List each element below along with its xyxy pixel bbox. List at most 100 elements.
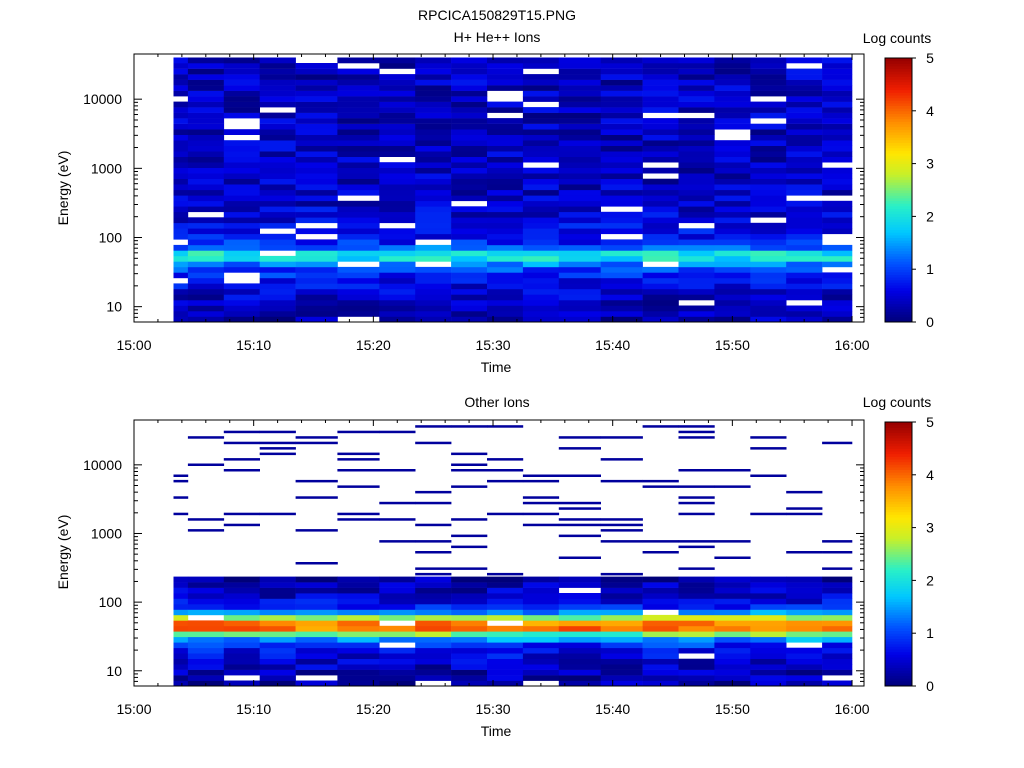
heatmap-cell	[187, 167, 225, 174]
heatmap-cell	[487, 101, 524, 108]
heatmap-cell	[750, 300, 787, 306]
heatmap-cell	[600, 173, 643, 179]
colorbar-step	[885, 643, 912, 647]
colorbar-step	[885, 213, 912, 217]
heatmap-cell	[600, 593, 643, 599]
heatmap-cell	[379, 598, 416, 605]
heatmap-cell	[379, 101, 416, 108]
heatmap-cell	[522, 277, 560, 284]
heatmap-cell	[415, 255, 452, 262]
heatmap-cell	[337, 272, 380, 279]
heatmap-cell	[786, 261, 823, 268]
heatmap-cell	[558, 507, 601, 510]
heatmap-cell	[259, 593, 296, 599]
heatmap-cell	[822, 206, 853, 213]
heatmap-cell	[600, 436, 643, 439]
heatmap-cell	[522, 200, 560, 207]
heatmap-cell	[295, 647, 338, 654]
heatmap-cell	[451, 469, 488, 472]
heatmap-cell	[822, 636, 853, 643]
heatmap-cell	[187, 518, 225, 521]
heatmap-cell	[415, 90, 452, 97]
heatmap-cell	[379, 255, 416, 262]
plot-frame	[133, 53, 865, 323]
heatmap-cell	[786, 311, 823, 317]
colorbar-step	[885, 163, 912, 167]
colorbar-step	[885, 572, 912, 576]
heatmap-cell	[451, 85, 488, 91]
panel-title: H+ He++ Ions	[454, 29, 541, 45]
colorbar-step	[885, 429, 912, 434]
colorbar-tick-label: 4	[926, 467, 934, 483]
heatmap-cell	[786, 658, 823, 665]
heatmap-cell	[487, 593, 524, 599]
heatmap-cell	[223, 107, 260, 113]
heatmap-cell	[822, 156, 853, 163]
heatmap-cell	[173, 658, 189, 665]
heatmap-cell	[337, 233, 380, 240]
colorbar-step	[885, 540, 912, 544]
heatmap-cell	[786, 184, 823, 191]
heatmap-cell	[187, 250, 225, 257]
heatmap-cell	[259, 582, 296, 588]
heatmap-cell	[522, 79, 560, 86]
heatmap-cell	[522, 272, 560, 279]
heatmap-cell	[678, 620, 715, 627]
heatmap-cell	[451, 74, 488, 80]
colorbar-step	[885, 319, 912, 323]
heatmap-cell	[678, 211, 715, 218]
heatmap-cell	[295, 631, 338, 638]
heatmap-cell	[223, 288, 260, 295]
heatmap-cell	[187, 74, 225, 80]
heatmap-cell	[337, 250, 380, 257]
heatmap-cell	[295, 90, 338, 97]
heatmap-cell	[259, 576, 296, 583]
heatmap-cell	[642, 129, 679, 135]
heatmap-cell	[522, 255, 560, 262]
heatmap-cell	[379, 300, 416, 306]
heatmap-cell	[415, 572, 452, 576]
heatmap-cell	[173, 200, 189, 207]
heatmap-cell	[259, 675, 296, 681]
heatmap-cell	[295, 593, 338, 599]
heatmap-cell	[642, 593, 679, 599]
panel-other-ions: Other Ions Log counts Time Energy (eV) 1…	[55, 394, 934, 739]
heatmap-cell	[187, 195, 225, 202]
heatmap-cell	[295, 582, 338, 588]
heatmap-cell	[295, 255, 338, 262]
colorbar-step	[885, 118, 912, 122]
heatmap-cell	[822, 178, 853, 185]
heatmap-cell	[558, 294, 601, 301]
colorbar-step	[885, 153, 912, 157]
heatmap-cell	[173, 587, 189, 594]
colorbar-tick-label: 5	[926, 414, 934, 430]
heatmap-cell	[822, 184, 853, 191]
heatmap-cell	[678, 545, 715, 549]
heatmap-cell	[822, 140, 853, 146]
heatmap-cell	[558, 156, 601, 163]
heatmap-cell	[822, 244, 853, 251]
heatmap-cell	[678, 266, 715, 273]
heatmap-cell	[295, 63, 338, 69]
colorbar-step	[885, 314, 912, 318]
heatmap-cell	[786, 669, 823, 676]
heatmap-cell	[522, 636, 560, 643]
heatmap-cell	[173, 305, 189, 312]
heatmap-cell	[522, 598, 560, 605]
heatmap-cell	[558, 101, 601, 108]
colorbar-step	[885, 100, 912, 104]
heatmap-cell	[714, 485, 751, 488]
heatmap-cell	[337, 277, 380, 284]
heatmap-cell	[822, 222, 853, 229]
heatmap-cell	[259, 211, 296, 218]
colorbar-step	[885, 221, 912, 225]
heatmap-cell	[558, 316, 601, 323]
heatmap-cell	[822, 625, 853, 632]
heatmap-cell	[259, 647, 296, 654]
heatmap-cell	[714, 582, 751, 588]
heatmap-cell	[379, 206, 416, 213]
heatmap-cell	[714, 85, 751, 91]
heatmap-cell	[223, 512, 260, 516]
heatmap-cell	[558, 195, 601, 202]
heatmap-cell	[379, 129, 416, 135]
